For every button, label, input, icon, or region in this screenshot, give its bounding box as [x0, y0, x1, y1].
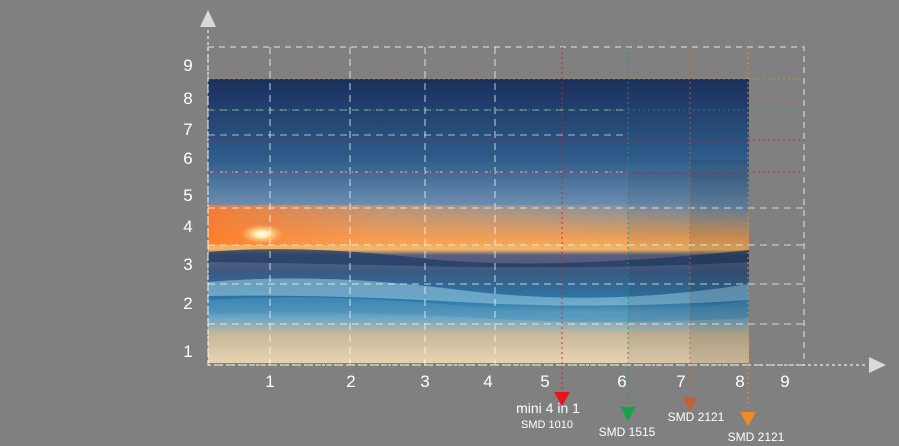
x-tick-label: 3: [420, 372, 429, 391]
y-tick-label: 6: [183, 149, 192, 168]
marker-label: SMD 1515: [599, 425, 656, 439]
triangle-marker-icon: [740, 412, 756, 426]
triangle-marker-icon: [620, 407, 636, 421]
marker-label: mini 4 in 1: [516, 400, 580, 416]
marker-label: SMD 2121: [728, 430, 785, 444]
marker-smd2121-a: SMD 2121: [668, 397, 725, 424]
pixel-pitch-grid: [207, 46, 805, 410]
sunset-photo: [208, 79, 749, 363]
x-axis: [208, 357, 886, 373]
x-tick-label: 8: [735, 372, 744, 391]
y-tick-label: 3: [183, 255, 192, 274]
x-tick-label: 7: [676, 372, 685, 391]
x-tick-label: 1: [265, 372, 274, 391]
y-tick-label: 9: [183, 56, 192, 75]
x-axis-arrow-icon: [869, 357, 886, 373]
marker-smd1515: SMD 1515: [599, 407, 656, 439]
marker-label: SMD 2121: [668, 410, 725, 424]
y-axis-arrow-icon: [200, 10, 216, 27]
y-tick-label: 7: [183, 120, 192, 139]
x-tick-label: 6: [617, 372, 626, 391]
triangle-marker-icon: [554, 392, 570, 406]
triangle-marker-icon: [682, 397, 698, 411]
y-tick-label: 5: [183, 186, 192, 205]
marker-sublabel: SMD 1010: [521, 419, 573, 431]
y-tick-label: 1: [183, 342, 192, 361]
y-axis: [200, 10, 216, 365]
x-tick-label: 4: [483, 372, 492, 391]
y-tick-label: 8: [183, 89, 192, 108]
outer-frame: [207, 46, 805, 366]
y-axis-tick-labels: 1 2 3 4 5 6 7 8 9: [183, 56, 192, 361]
x-tick-label: 2: [346, 372, 355, 391]
marker-smd2121-b: SMD 2121: [728, 412, 785, 444]
x-axis-tick-labels: 1 2 3 4 5 6 7 8 9: [265, 372, 789, 391]
marker-mini-4in1: mini 4 in 1 SMD 1010: [516, 392, 580, 431]
y-tick-label: 2: [183, 294, 192, 313]
y-tick-label: 4: [183, 217, 192, 236]
x-tick-label: 5: [540, 372, 549, 391]
x-tick-label: 9: [780, 372, 789, 391]
